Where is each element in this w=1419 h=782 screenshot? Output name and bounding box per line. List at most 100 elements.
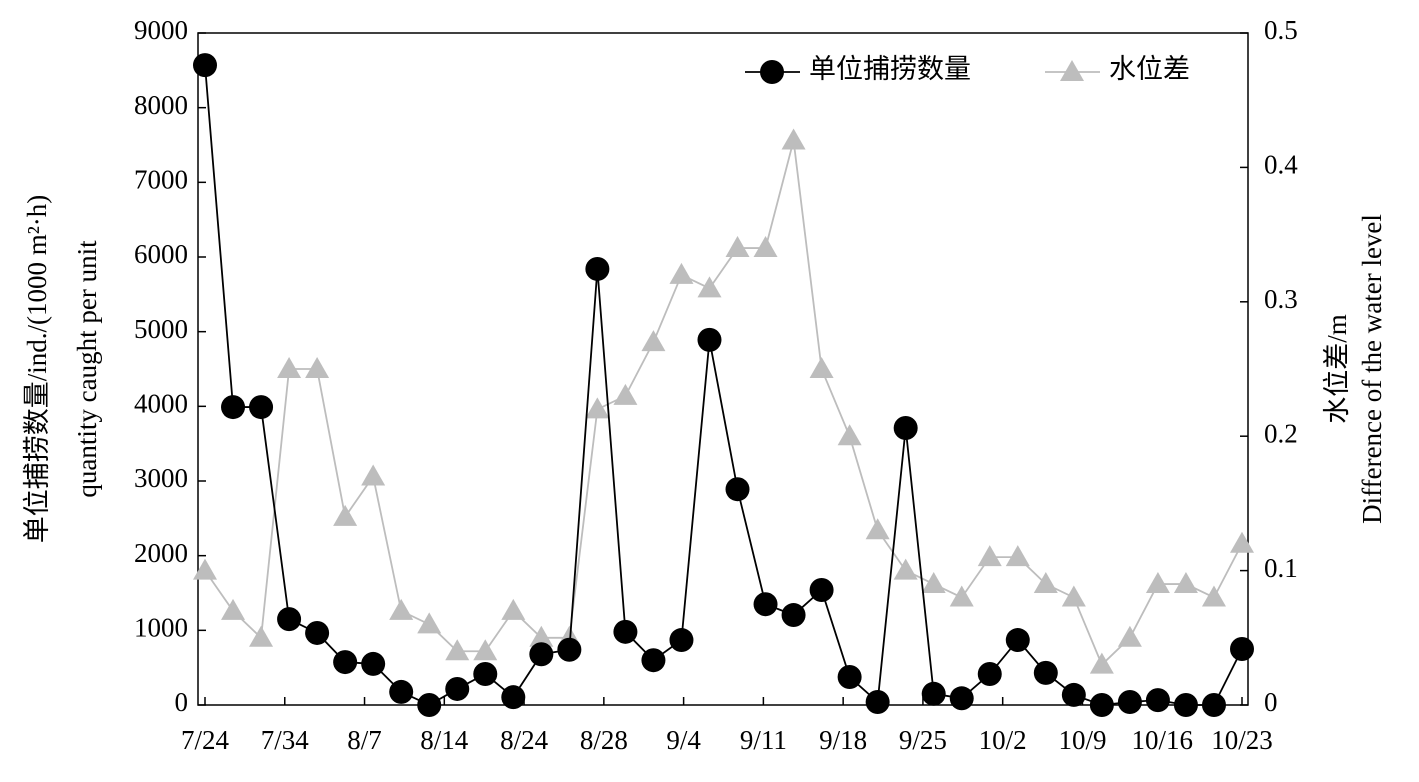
- y-tick-label: 7000: [134, 165, 188, 195]
- data-point: [893, 415, 918, 440]
- x-tick-label: 9/4: [666, 725, 701, 755]
- x-tick-label: 9/18: [819, 725, 867, 755]
- data-point: [725, 236, 750, 258]
- y-tick-label: 4000: [134, 389, 188, 419]
- data-point: [333, 504, 358, 526]
- data-point: [837, 665, 862, 689]
- data-point: [221, 395, 246, 420]
- legend-label: 水位差: [1109, 54, 1190, 84]
- data-point: [809, 578, 834, 603]
- y-tick-label: 5000: [134, 314, 188, 344]
- data-point: [753, 592, 778, 617]
- data-point: [445, 676, 470, 701]
- data-point: [445, 639, 470, 661]
- data-point: [529, 625, 554, 647]
- series-line: [204, 140, 1243, 667]
- y2-tick-label: 0.2: [1264, 418, 1298, 448]
- x-tick-label: 9/11: [740, 725, 787, 755]
- y-tick-label: 1000: [134, 613, 188, 643]
- data-point: [949, 585, 974, 607]
- x-tick-label: 10/9: [1058, 725, 1106, 755]
- y-tick-label: 6000: [134, 239, 188, 269]
- data-point: [249, 625, 274, 647]
- x-tick-label: 10/16: [1131, 725, 1193, 755]
- data-point: [249, 395, 274, 420]
- data-point: [305, 620, 330, 645]
- data-point: [893, 558, 918, 580]
- x-tick-label: 8/14: [420, 725, 469, 755]
- data-point: [1201, 693, 1226, 717]
- data-point: [977, 545, 1002, 567]
- data-point: [333, 650, 358, 675]
- data-point: [389, 598, 414, 620]
- data-point: [1201, 585, 1226, 607]
- y2-tick-label: 0.4: [1264, 150, 1298, 180]
- data-point: [921, 572, 946, 594]
- x-tick-label: 7/24: [181, 725, 230, 755]
- data-point: [473, 639, 498, 661]
- data-point: [305, 357, 330, 378]
- data-point: [921, 681, 946, 706]
- data-point: [669, 628, 694, 653]
- data-point: [361, 651, 386, 676]
- x-tick-label: 7/34: [261, 725, 310, 755]
- data-point: [417, 693, 442, 717]
- data-point: [501, 598, 526, 620]
- data-point: [669, 262, 694, 284]
- y-axis-label: quantity caught per unit: [72, 240, 102, 498]
- data-point: [557, 637, 582, 662]
- y2-tick-label: 0.3: [1264, 284, 1298, 314]
- data-point: [585, 397, 610, 419]
- data-point: [1089, 693, 1114, 717]
- x-tick-label: 8/7: [347, 725, 382, 755]
- y2-axis-label: 水位差/m: [1322, 314, 1352, 424]
- data-point: [641, 330, 666, 352]
- data-point: [1089, 652, 1114, 674]
- data-point: [781, 603, 806, 628]
- data-point: [697, 327, 722, 352]
- legend-marker: [760, 60, 784, 84]
- data-point: [697, 276, 722, 298]
- data-point: [277, 607, 302, 632]
- series-line: [204, 65, 1243, 707]
- data-point: [865, 518, 890, 540]
- data-point: [613, 619, 638, 644]
- x-tick-label: 9/25: [899, 725, 947, 755]
- data-point: [193, 53, 217, 78]
- legend-label: 单位捕捞数量: [809, 54, 971, 84]
- data-point: [1173, 572, 1198, 594]
- data-point: [1117, 690, 1142, 715]
- data-point: [1173, 693, 1198, 717]
- data-point: [1061, 585, 1086, 607]
- y-tick-label: 9000: [134, 15, 188, 45]
- plot-frame: [197, 32, 1249, 706]
- data-point: [977, 662, 1002, 687]
- data-point: [809, 357, 834, 378]
- data-point: [1033, 572, 1058, 594]
- y-axis-label: 单位捕捞数量/ind./(1000 m²·h): [22, 195, 52, 544]
- data-point: [1230, 531, 1254, 553]
- data-point: [949, 686, 974, 711]
- data-point: [193, 558, 217, 580]
- data-point: [1117, 625, 1142, 647]
- data-point: [753, 236, 778, 258]
- y2-tick-label: 0: [1264, 687, 1278, 717]
- y-tick-label: 0: [175, 687, 189, 717]
- data-point: [1145, 572, 1170, 594]
- x-tick-label: 10/2: [979, 725, 1027, 755]
- y-tick-label: 8000: [134, 90, 188, 120]
- data-point: [1033, 660, 1058, 685]
- data-point: [613, 383, 638, 405]
- x-tick-label: 8/24: [500, 725, 549, 755]
- data-point: [221, 598, 246, 620]
- y2-tick-label: 0.1: [1264, 553, 1298, 583]
- data-point: [585, 256, 610, 281]
- data-point: [865, 690, 890, 715]
- data-point: [389, 679, 414, 704]
- data-point: [837, 424, 862, 446]
- legend-marker: [1060, 60, 1084, 81]
- data-point: [361, 464, 386, 486]
- y2-axis-label: Difference of the water level: [1357, 214, 1387, 524]
